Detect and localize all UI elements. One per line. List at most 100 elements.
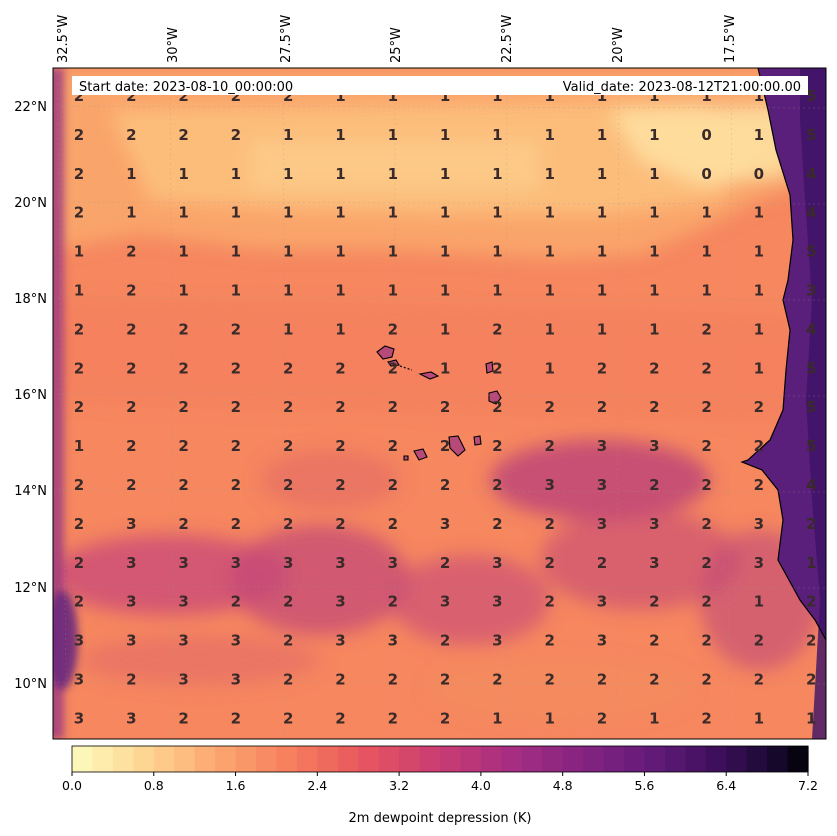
grid-value: 1 [335, 165, 345, 183]
grid-value: 2 [283, 359, 293, 377]
latitude-labels: 22°N 20°N 18°N 16°N 14°N 12°N 10°N [14, 100, 47, 692]
grid-value: 1 [492, 709, 502, 727]
grid-value: 2 [544, 515, 554, 533]
colorbar-label: 2m dewpoint depression (K) [349, 811, 532, 826]
grid-value: 2 [126, 359, 136, 377]
colorbar-cell [317, 746, 339, 772]
colorbar-cell [603, 746, 625, 772]
grid-value: 2 [231, 437, 241, 455]
grid-value: 2 [231, 515, 241, 533]
grid-value: 1 [754, 243, 764, 261]
grid-value: 1 [597, 320, 607, 338]
grid-value: 2 [701, 437, 711, 455]
colorbar-cell [767, 746, 789, 772]
grid-value: 1 [649, 320, 659, 338]
grid-value: 3 [754, 515, 764, 533]
gridlines [53, 68, 826, 739]
grid-value: 1 [74, 243, 84, 261]
lat-label: 14°N [14, 484, 47, 499]
grid-value: 2 [492, 320, 502, 338]
grid-value: 3 [178, 554, 188, 572]
grid-value: 3 [335, 593, 345, 611]
colorbar-cell [92, 746, 114, 772]
grid-value: 3 [440, 593, 450, 611]
grid-value: 3 [597, 476, 607, 494]
grid-value: 2 [231, 320, 241, 338]
grid-value: 1 [283, 320, 293, 338]
grid-value: 2 [74, 593, 84, 611]
lat-label: 22°N [14, 100, 47, 115]
grid-value: 1 [335, 282, 345, 300]
colorbar-cell [419, 746, 441, 772]
grid-value: 1 [335, 243, 345, 261]
grid-value: 1 [231, 204, 241, 222]
grid-value: 2 [440, 709, 450, 727]
grid-value: 3 [283, 554, 293, 572]
grid-value: 2 [335, 359, 345, 377]
grid-value: 2 [178, 515, 188, 533]
grid-value: 1 [754, 593, 764, 611]
colorbar-cell [480, 746, 502, 772]
grid-value: 2 [74, 398, 84, 416]
grid-value: 1 [492, 282, 502, 300]
lon-label: 17.5°W [723, 15, 738, 63]
grid-value: 2 [388, 709, 398, 727]
grid-value: 2 [492, 515, 502, 533]
grid-value: 2 [806, 593, 816, 611]
grid-value: 1 [492, 87, 502, 105]
grid-value: 1 [440, 204, 450, 222]
grid-value: 1 [544, 243, 554, 261]
grid-value: 3 [754, 554, 764, 572]
grid-value: 1 [283, 165, 293, 183]
grid-value: 2 [492, 359, 502, 377]
colorbar-cell [337, 746, 359, 772]
grid-value: 2 [701, 398, 711, 416]
grid-value: 2 [701, 554, 711, 572]
grid-value: 3 [231, 671, 241, 689]
grid-value: 2 [126, 87, 136, 105]
grid-value: 3 [126, 632, 136, 650]
grid-value: 2 [283, 515, 293, 533]
grid-value: 2 [701, 320, 711, 338]
africa-land [742, 68, 826, 640]
grid-value: 2 [126, 398, 136, 416]
grid-value: 2 [544, 437, 554, 455]
grid-value: 2 [126, 671, 136, 689]
grid-value: 2 [440, 437, 450, 455]
grid-value: 2 [597, 398, 607, 416]
grid-value: 2 [126, 126, 136, 144]
colorbar-cell [153, 746, 175, 772]
grid-value: 2 [388, 320, 398, 338]
colorbar-cell [562, 746, 584, 772]
grid-value: 2 [701, 476, 711, 494]
colorbar-cell [583, 746, 605, 772]
colorbar-cell [399, 746, 421, 772]
grid-value: 3 [492, 554, 502, 572]
grid-value: 1 [74, 437, 84, 455]
grid-value: 1 [649, 204, 659, 222]
grid-value: 2 [388, 593, 398, 611]
grid-value: 2 [74, 515, 84, 533]
valid-date-text: Valid_date: 2023-08-12T21:00:00.00 [563, 80, 801, 95]
grid-value: 2 [754, 632, 764, 650]
grid-value: 1 [283, 243, 293, 261]
colorbar-cell [358, 746, 380, 772]
grid-value: 2 [126, 320, 136, 338]
start-date-text: Start date: 2023-08-10_00:00:00 [79, 80, 293, 95]
grid-value: 1 [544, 282, 554, 300]
grid-value: 5 [806, 243, 816, 261]
grid-value: 3 [231, 632, 241, 650]
grid-value: 2 [231, 398, 241, 416]
grid-value: 1 [440, 320, 450, 338]
grid-value: 2 [806, 515, 816, 533]
grid-value: 2 [388, 437, 398, 455]
grid-value: 2 [178, 476, 188, 494]
grid-value: 2 [74, 320, 84, 338]
lon-label: 32.5°W [56, 15, 71, 63]
grid-value: 1 [544, 359, 554, 377]
colorbar-frame [71, 745, 809, 773]
colorbar-cell [256, 746, 278, 772]
grid-value: 2 [231, 476, 241, 494]
colorbar-cell [460, 746, 482, 772]
grid-value: 1 [440, 165, 450, 183]
